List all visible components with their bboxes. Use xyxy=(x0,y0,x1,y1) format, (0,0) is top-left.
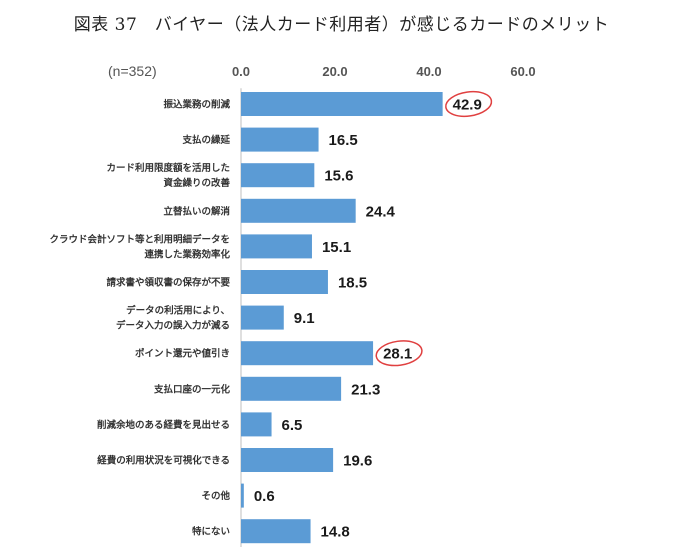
highlight-circles xyxy=(375,90,493,367)
category-label: 特にない xyxy=(192,526,230,538)
category-label: データの利活用により、 xyxy=(126,305,230,317)
bars xyxy=(241,92,443,544)
category-label: 立替払いの解消 xyxy=(163,205,230,217)
value-label: 42.9 xyxy=(453,97,482,114)
value-label: 28.1 xyxy=(383,346,412,363)
category-label: 経費の利用状況を可視化できる xyxy=(97,455,230,467)
bar xyxy=(241,234,312,259)
category-label: カード利用限度額を活用した xyxy=(106,162,230,174)
value-label: 0.6 xyxy=(254,488,275,505)
value-label: 15.1 xyxy=(322,239,351,256)
tick-label: 40.0 xyxy=(416,64,441,79)
category-label: 資金繰りの改善 xyxy=(163,177,230,189)
value-label: 19.6 xyxy=(343,453,372,470)
value-label: 24.4 xyxy=(366,203,396,220)
bar xyxy=(241,92,443,116)
tick-label: 60.0 xyxy=(510,64,535,79)
bar xyxy=(241,305,284,330)
x-axis-ticks: 0.0 20.0 40.0 60.0 xyxy=(232,64,536,79)
value-labels: 42.9 16.5 15.6 24.4 15.1 18.5 9.1 28.1 21.3 6.5 19… xyxy=(254,97,482,541)
value-label: 9.1 xyxy=(294,310,315,327)
bar xyxy=(241,412,272,437)
highlight-circle xyxy=(375,340,423,367)
bar xyxy=(241,270,328,294)
bar xyxy=(241,483,244,508)
bar xyxy=(241,448,334,472)
sample-size-label: (n=352) xyxy=(108,63,157,79)
bar xyxy=(241,519,311,544)
value-label: 15.6 xyxy=(324,168,353,185)
highlight-circle xyxy=(445,90,493,118)
bar xyxy=(241,163,315,188)
category-label: クラウド会計ソフト等と利用明細データを xyxy=(49,233,230,245)
value-label: 16.5 xyxy=(329,132,358,149)
tick-label: 20.0 xyxy=(322,64,347,79)
category-label: 請求書や領収書の保存が不要 xyxy=(106,277,230,289)
bar xyxy=(241,376,342,401)
value-label: 14.8 xyxy=(321,524,350,541)
value-label: 6.5 xyxy=(282,417,303,434)
category-label: データ入力の誤入力が減る xyxy=(116,320,230,332)
category-label: 支払の繰延 xyxy=(181,134,230,146)
category-label: 削減余地のある経費を見出せる xyxy=(97,419,230,431)
value-label: 18.5 xyxy=(338,275,367,292)
tick-label: 0.0 xyxy=(232,64,250,79)
category-label: 支払口座の一元化 xyxy=(153,383,231,395)
category-label: その他 xyxy=(201,490,230,502)
value-label: 21.3 xyxy=(351,381,380,398)
category-label: 連携した業務効率化 xyxy=(144,248,230,260)
bar xyxy=(241,127,319,152)
category-label: 振込業務の削減 xyxy=(163,99,230,111)
bar xyxy=(241,341,374,366)
category-label: ポイント還元や値引き xyxy=(135,348,230,360)
chart-title: 図表 37 バイヤー（法人カード利用者）が感じるカードのメリット xyxy=(73,15,610,35)
bar xyxy=(241,198,356,223)
category-labels: 振込業務の削減支払の繰延カード利用限度額を活用した資金繰りの改善立替払いの解消ク… xyxy=(49,99,230,538)
